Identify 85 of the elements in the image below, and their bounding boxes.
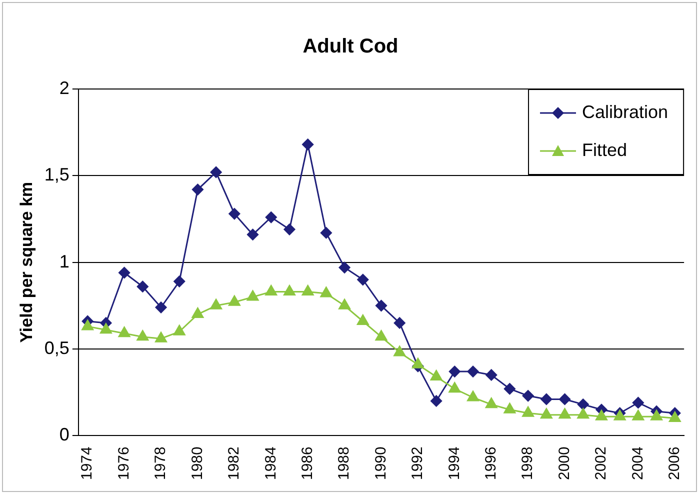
- point: [540, 408, 552, 419]
- point: [210, 298, 222, 310]
- point: [394, 317, 406, 329]
- point: [632, 410, 644, 420]
- legend-label: Fitted: [582, 140, 628, 160]
- point: [522, 390, 534, 402]
- x-tick-label: 1978: [152, 446, 170, 480]
- point: [155, 332, 167, 342]
- point: [247, 228, 259, 240]
- point: [284, 224, 296, 236]
- point: [448, 382, 461, 393]
- point: [302, 285, 314, 296]
- point: [265, 212, 277, 224]
- legend-label: Calibration: [582, 102, 668, 122]
- point: [320, 227, 332, 239]
- point: [504, 383, 516, 395]
- point: [265, 285, 278, 296]
- point: [192, 308, 204, 318]
- x-tick-label: 1992: [409, 446, 426, 480]
- point: [577, 398, 589, 410]
- point: [394, 346, 406, 356]
- point: [82, 320, 94, 330]
- x-tick-label: 1976: [115, 446, 132, 480]
- point: [596, 410, 608, 420]
- point: [338, 298, 350, 310]
- point: [430, 370, 442, 380]
- point: [136, 330, 149, 341]
- point: [136, 280, 148, 292]
- point: [302, 138, 314, 150]
- x-tick-label: 1994: [446, 446, 463, 480]
- point: [173, 324, 186, 336]
- y-tick-label: 1,5: [44, 164, 70, 185]
- point: [559, 393, 571, 405]
- point: [100, 323, 112, 334]
- x-tick-label: 1988: [336, 446, 353, 480]
- x-tick-label: 1974: [78, 446, 96, 480]
- x-tick-label: 1980: [188, 446, 206, 480]
- point: [210, 166, 222, 178]
- x-tick-label: 1984: [262, 446, 280, 480]
- point: [357, 274, 369, 286]
- point: [467, 366, 479, 378]
- y-tick-label: 0: [59, 424, 70, 445]
- point: [632, 396, 644, 408]
- x-tick-label: 1998: [519, 446, 536, 480]
- point: [375, 300, 387, 312]
- point: [228, 295, 240, 306]
- point: [246, 290, 259, 301]
- point: [412, 358, 424, 368]
- x-tick-label: 2004: [629, 446, 646, 480]
- point: [155, 302, 167, 314]
- point: [192, 184, 204, 196]
- x-tick-label: 1982: [226, 446, 243, 480]
- point: [650, 410, 662, 420]
- x-tick-label: 2002: [592, 446, 610, 480]
- x-tick-label: 1990: [372, 446, 390, 480]
- y-tick-label: 1: [59, 251, 70, 272]
- point: [522, 406, 534, 417]
- point: [486, 369, 498, 381]
- x-tick-label: 2000: [556, 446, 573, 480]
- point: [375, 330, 388, 341]
- point: [467, 390, 479, 402]
- chart-title: Adult Cod: [302, 36, 398, 58]
- y-tick-label: 2: [59, 78, 70, 98]
- point: [118, 326, 130, 338]
- y-tick-label: 0,5: [44, 338, 70, 358]
- x-tick-label: 1996: [482, 446, 500, 480]
- point: [485, 398, 498, 408]
- point: [228, 208, 240, 220]
- point: [430, 395, 442, 407]
- point: [668, 412, 681, 422]
- x-tick-label: 2006: [666, 446, 684, 480]
- point: [614, 410, 626, 420]
- point: [118, 266, 130, 278]
- point: [338, 262, 350, 274]
- point: [356, 314, 369, 325]
- y-axis-title: Yield per square km: [16, 182, 36, 343]
- point: [504, 402, 516, 414]
- point: [577, 408, 590, 419]
- point: [558, 408, 571, 419]
- point: [540, 393, 552, 405]
- point: [284, 285, 296, 296]
- point: [174, 276, 186, 288]
- x-tick-label: 1986: [298, 446, 316, 480]
- point: [448, 366, 460, 378]
- point: [320, 286, 332, 298]
